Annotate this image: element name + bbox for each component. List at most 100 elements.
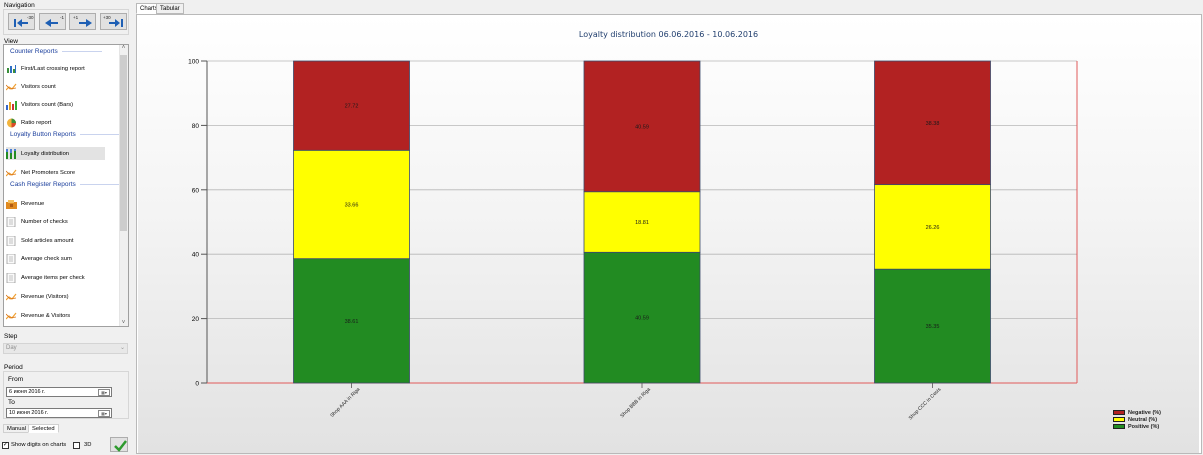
bar-segment — [583, 191, 701, 253]
line-chart-icon — [5, 82, 17, 92]
calendar-icon[interactable]: ▦▾ — [98, 389, 110, 396]
report-item-average-items-per-check[interactable]: Average items per check — [6, 271, 85, 284]
y-tick-label: 100 — [188, 59, 199, 66]
document-icon — [6, 216, 17, 227]
legend-swatch — [1113, 410, 1125, 415]
section-loyalty-button-reports: Loyalty Button Reports — [10, 131, 120, 138]
from-label: From — [8, 376, 24, 383]
report-item-label: Loyalty distribution — [21, 150, 70, 157]
forward-1-button[interactable]: +1 — [69, 13, 96, 30]
forward-30-button[interactable]: +30 — [100, 13, 127, 30]
scroll-down-icon[interactable]: ˅ — [121, 320, 126, 326]
report-item-average-check-sum[interactable]: Average check sum — [6, 252, 72, 265]
back-30-label: -30 — [27, 15, 34, 20]
legend-item: Negative (%) — [1113, 409, 1161, 416]
tab-selected[interactable]: Selected — [28, 424, 59, 433]
legend-swatch — [1113, 417, 1125, 422]
chart-panel: Loyalty distribution 06.06.2016 - 10.06.… — [136, 14, 1202, 454]
report-item-label: Number of checks — [21, 218, 68, 225]
show-digits-label: Show digits on charts — [11, 442, 67, 448]
tab-manual[interactable]: Manual — [3, 424, 31, 433]
data-label: 38.61 — [345, 319, 359, 325]
apply-button[interactable] — [110, 437, 128, 452]
legend-swatch — [1113, 424, 1125, 429]
scroll-up-icon[interactable]: ˄ — [121, 45, 126, 51]
bar-segment — [583, 60, 701, 193]
double-arrow-right-icon — [109, 19, 123, 27]
bar-segment — [293, 149, 410, 260]
back-1-label: -1 — [60, 15, 65, 20]
3d-label: 3D — [84, 442, 92, 448]
calendar-icon[interactable]: ▦▾ — [98, 410, 110, 417]
y-tick-label: 20 — [192, 316, 200, 323]
y-tick-label: 40 — [192, 252, 200, 259]
back-1-button[interactable]: -1 — [39, 13, 66, 30]
line-chart-icon — [5, 292, 17, 302]
chart-title: Loyalty distribution 06.06.2016 - 10.06.… — [578, 30, 759, 39]
legend-item: Neutral (%) — [1113, 416, 1161, 423]
report-item-label: Revenue (Visitors) — [21, 293, 69, 300]
section-counter-reports: Counter Reports — [10, 48, 102, 55]
report-list-scrollbar[interactable]: ˄ ˅ — [119, 45, 128, 326]
data-label: 33.66 — [345, 202, 359, 208]
legend-label: Positive (%) — [1128, 423, 1160, 430]
to-date-value: 10 июня 2016 г. — [9, 410, 49, 416]
revenue-icon — [6, 199, 17, 209]
report-item-revenue-and-visitors[interactable]: Revenue & Visitors — [5, 309, 70, 322]
from-date-picker[interactable]: 6 июня 2016 г. ▦▾ — [6, 387, 112, 397]
scrollbar-thumb[interactable] — [120, 55, 127, 231]
chart-legend: Negative (%) Neutral (%) Positive (%) — [1113, 409, 1161, 430]
y-tick-label: 60 — [192, 187, 200, 194]
navigation-group-label: Navigation — [4, 2, 35, 9]
step-value: Day — [6, 345, 17, 351]
report-item-visitors-count[interactable]: Visitors count — [5, 80, 56, 93]
report-item-label: First/Last crossing report — [21, 65, 85, 72]
3d-checkbox[interactable] — [73, 442, 80, 449]
period-group — [3, 371, 129, 419]
forward-1-label: +1 — [73, 15, 79, 20]
pie-chart-icon — [6, 118, 17, 128]
data-label: 26.26 — [926, 225, 940, 231]
arrow-right-icon — [79, 19, 92, 27]
report-item-net-promoters-score[interactable]: Net Promoters Score — [5, 166, 75, 179]
report-item-revenue[interactable]: Revenue — [6, 197, 44, 210]
navigation-group — [3, 9, 129, 35]
double-arrow-left-icon — [14, 19, 28, 27]
to-label: To — [8, 399, 15, 406]
x-tick-label: Shop CCC in Cesis — [908, 386, 943, 421]
bar-segment — [874, 60, 991, 186]
tab-tabular[interactable]: Tabular — [156, 3, 184, 14]
report-item-loyalty-distribution[interactable]: Loyalty distribution — [6, 147, 105, 160]
report-item-sold-articles-amount[interactable]: Sold articles amount — [6, 234, 74, 247]
view-group-label: View — [4, 38, 18, 45]
y-tick-label: 80 — [192, 123, 200, 130]
bar-segment — [293, 258, 410, 384]
data-label: 40.59 — [635, 316, 649, 322]
step-select[interactable]: Day ⌄ — [3, 343, 128, 354]
stacked-bar-chart: 0 20 40 60 80 100 38.61 33.66 27.72 Shop AAA in R… — [188, 59, 1078, 421]
to-date-picker[interactable]: 10 июня 2016 г. ▦▾ — [6, 408, 112, 418]
bar-chart-icon — [6, 100, 17, 110]
bar-segment — [293, 60, 410, 151]
data-label: 35.35 — [926, 324, 940, 330]
report-item-label: Sold articles amount — [21, 237, 74, 244]
report-item-first-last-crossing[interactable]: First/Last crossing report — [6, 62, 85, 75]
chevron-down-icon: ⌄ — [119, 345, 125, 351]
report-item-revenue-visitors[interactable]: Revenue (Visitors) — [5, 290, 69, 303]
report-item-ratio-report[interactable]: Ratio report — [6, 116, 51, 129]
report-item-label: Visitors count (Bars) — [21, 101, 74, 108]
report-item-number-of-checks[interactable]: Number of checks — [6, 215, 68, 228]
back-30-button[interactable]: -30 — [8, 13, 35, 30]
left-panel: Navigation -30 -1 +1 +30 View Counter Re… — [0, 0, 132, 455]
from-date-value: 6 июня 2016 г. — [9, 389, 45, 395]
y-tick-label: 0 — [195, 381, 199, 388]
show-digits-checkbox[interactable]: ✓ — [2, 442, 9, 449]
section-cash-register-reports: Cash Register Reports — [10, 181, 120, 188]
stacked-bar-icon — [6, 148, 17, 159]
crossing-report-icon — [6, 64, 17, 74]
bar-segment — [583, 251, 701, 384]
bar-segment — [874, 184, 991, 270]
chart-area: Loyalty distribution 06.06.2016 - 10.06.… — [138, 16, 1199, 453]
report-item-visitors-count-bars[interactable]: Visitors count (Bars) — [6, 98, 73, 111]
report-list[interactable]: Counter Reports First/Last crossing repo… — [3, 44, 129, 327]
